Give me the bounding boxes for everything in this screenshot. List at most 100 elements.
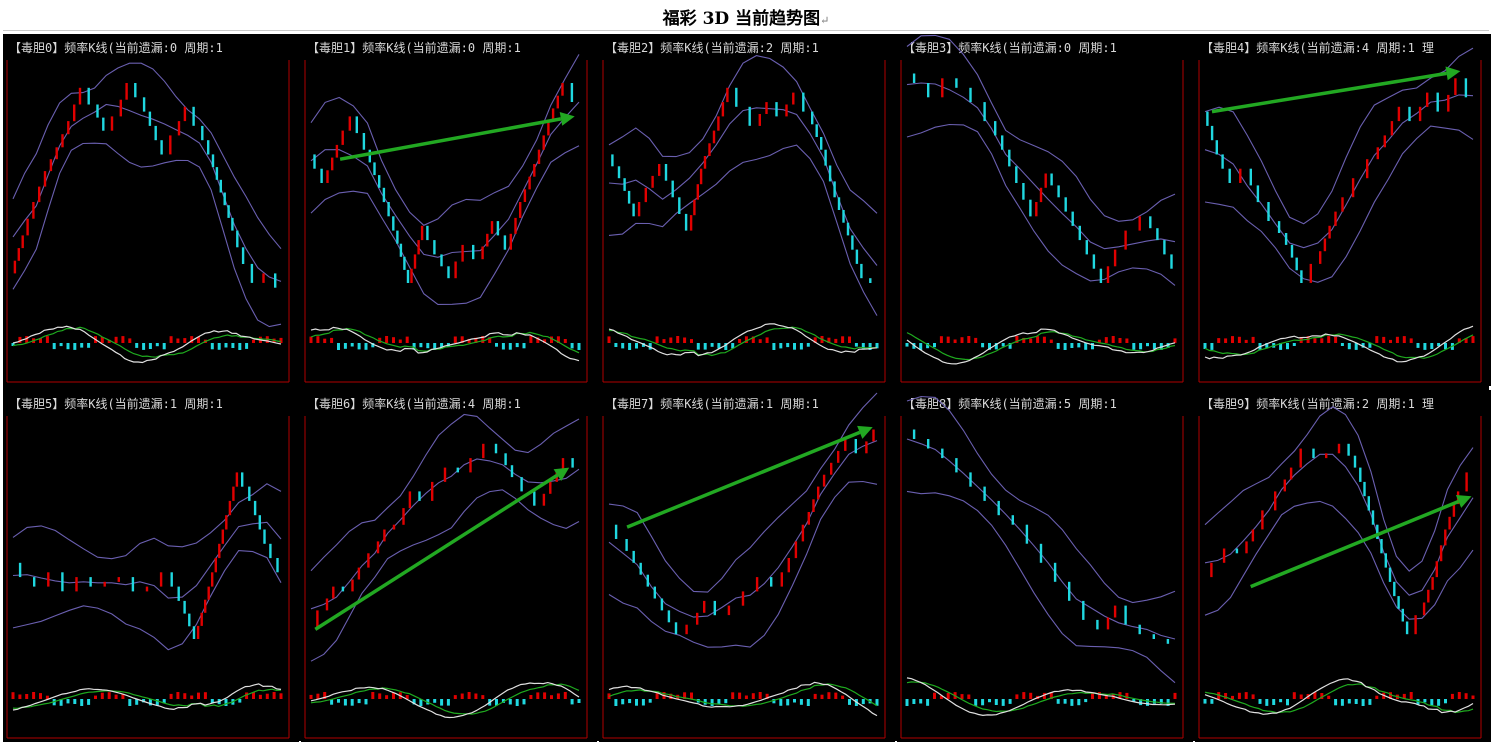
- oscillator-bar: [1111, 336, 1115, 343]
- candle-bar: [1464, 78, 1468, 98]
- oscillator-bar: [738, 339, 742, 343]
- oscillator-bar: [1251, 694, 1255, 699]
- oscillator-bar: [799, 699, 803, 705]
- oscillator-bar: [1361, 699, 1365, 706]
- candle-bar: [1359, 467, 1362, 482]
- candle-bar: [812, 499, 815, 512]
- oscillator-bar: [39, 693, 42, 699]
- candle-bar: [846, 222, 850, 236]
- bollinger-upper-line: [906, 395, 1176, 604]
- candle-bar: [1435, 561, 1438, 578]
- candle-bar: [1383, 135, 1386, 148]
- candle-bar: [443, 467, 447, 482]
- oscillator-bar: [87, 699, 91, 705]
- oscillator-bar: [1139, 699, 1143, 706]
- oscillator-bar: [758, 692, 762, 699]
- oscillator-bar: [364, 699, 368, 705]
- oscillator-bar: [1320, 693, 1324, 699]
- chart-panel-1: 【毒胆1】频率K线(当前遗漏:0 周期:1: [301, 34, 597, 386]
- oscillator-bar: [162, 699, 166, 704]
- candle-bar: [1039, 543, 1043, 563]
- chart-panel-5: 【毒胆5】频率K线(当前遗漏:1 周期:1: [3, 390, 299, 742]
- bollinger-mid-line: [1204, 453, 1474, 596]
- candle-bar: [1124, 605, 1127, 625]
- candle-bar: [142, 97, 146, 112]
- oscillator-bar: [690, 339, 693, 343]
- candle-bar: [807, 512, 810, 525]
- candle-bar: [341, 130, 344, 145]
- oscillator-bar: [522, 343, 526, 349]
- candle-bar: [1299, 448, 1302, 468]
- candle-bar: [801, 524, 805, 542]
- bollinger-lower-line: [310, 489, 580, 662]
- oscillator-bar: [543, 692, 547, 699]
- candle-bar: [872, 429, 875, 442]
- oscillator-bar: [981, 343, 985, 348]
- oscillator-bar: [738, 692, 742, 699]
- candle-bar: [21, 235, 24, 249]
- oscillator-bar: [919, 699, 923, 704]
- candle-bar: [713, 600, 716, 616]
- oscillator-bar: [1286, 343, 1289, 350]
- oscillator-bar: [1084, 343, 1088, 350]
- oscillator-bar: [279, 693, 283, 699]
- oscillator-slow-line: [12, 688, 282, 709]
- oscillator-bar: [1077, 343, 1081, 348]
- candle-bar: [1008, 149, 1011, 167]
- oscillator-bar: [655, 693, 659, 699]
- candle-bar: [685, 624, 688, 635]
- candle-bar: [207, 140, 210, 155]
- candle-bar: [1071, 211, 1074, 226]
- oscillator-bar: [330, 337, 334, 343]
- oscillator-slow-line: [12, 326, 282, 358]
- candle-bar: [693, 199, 696, 216]
- candle-bar: [32, 202, 35, 219]
- panel-title: 【毒胆2】频率K线(当前遗漏:2 周期:1: [605, 41, 819, 55]
- oscillator-bar: [481, 336, 485, 343]
- candle-bar: [611, 154, 614, 167]
- trend-arrow-line: [626, 430, 861, 529]
- candle-bar: [561, 83, 564, 96]
- candle-bar: [1431, 577, 1434, 590]
- oscillator-bar: [793, 699, 796, 703]
- candle-bar: [1366, 159, 1369, 179]
- candle-bar: [125, 83, 128, 100]
- oscillator-bar: [1279, 699, 1283, 703]
- candle-bar: [258, 515, 261, 530]
- oscillator-bar: [25, 336, 29, 343]
- candle-bar: [392, 216, 395, 231]
- candle-bar: [997, 500, 1000, 516]
- bollinger-mid-line: [1204, 94, 1474, 249]
- oscillator-bar: [350, 699, 354, 706]
- oscillator-bar: [1056, 699, 1060, 704]
- oscillator-bar: [1077, 699, 1081, 706]
- oscillator-bar: [25, 694, 29, 699]
- candle-bar: [627, 190, 631, 204]
- oscillator-bar: [1354, 343, 1358, 350]
- oscillator-bar: [135, 343, 139, 348]
- candle-bar: [276, 558, 279, 573]
- oscillator-bar: [371, 343, 375, 348]
- candle-bar: [533, 164, 536, 177]
- oscillator-bar: [238, 343, 242, 350]
- bollinger-lower-line: [1204, 500, 1474, 620]
- oscillator-bar: [696, 343, 700, 350]
- candle-bar: [542, 135, 545, 150]
- candle-bar: [699, 168, 703, 185]
- chart-panel-4: 【毒胆4】频率K线(当前遗漏:4 周期:1 理: [1195, 34, 1491, 386]
- candle-bar: [426, 225, 429, 241]
- candle-bar: [955, 78, 958, 88]
- oscillator-bar: [676, 336, 680, 343]
- candle-bar: [708, 143, 711, 156]
- candle-bar: [241, 247, 245, 264]
- candle-bar: [494, 443, 498, 454]
- candle-bar: [632, 203, 635, 217]
- candle-bar: [1334, 211, 1337, 226]
- candle-bar: [721, 102, 725, 117]
- candle-bar: [87, 87, 90, 105]
- candle-bar: [912, 73, 916, 83]
- candle-bar: [1363, 481, 1366, 497]
- candle-bar: [117, 577, 120, 582]
- trend-arrow-line: [1211, 71, 1447, 114]
- oscillator-slow-line: [310, 327, 580, 354]
